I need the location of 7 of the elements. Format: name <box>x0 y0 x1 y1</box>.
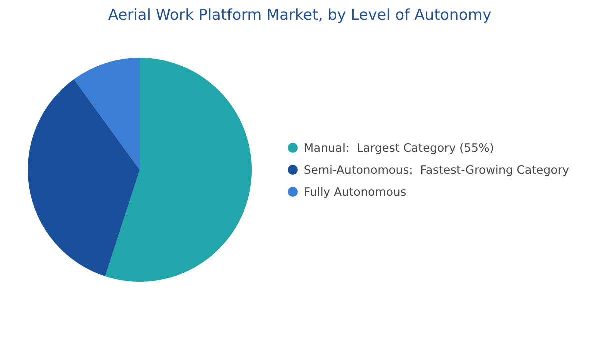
legend-label: Fully Autonomous <box>304 184 407 201</box>
pie-slice <box>74 58 140 170</box>
pie-slice <box>105 58 252 282</box>
chart-title: Aerial Work Platform Market, by Level of Autonomy <box>107 6 493 24</box>
legend-label: Manual: Largest Category (55%) <box>304 140 494 157</box>
legend-label: Semi-Autonomous: Fastest-Growing Category <box>304 162 570 179</box>
pie-slice <box>28 79 140 277</box>
